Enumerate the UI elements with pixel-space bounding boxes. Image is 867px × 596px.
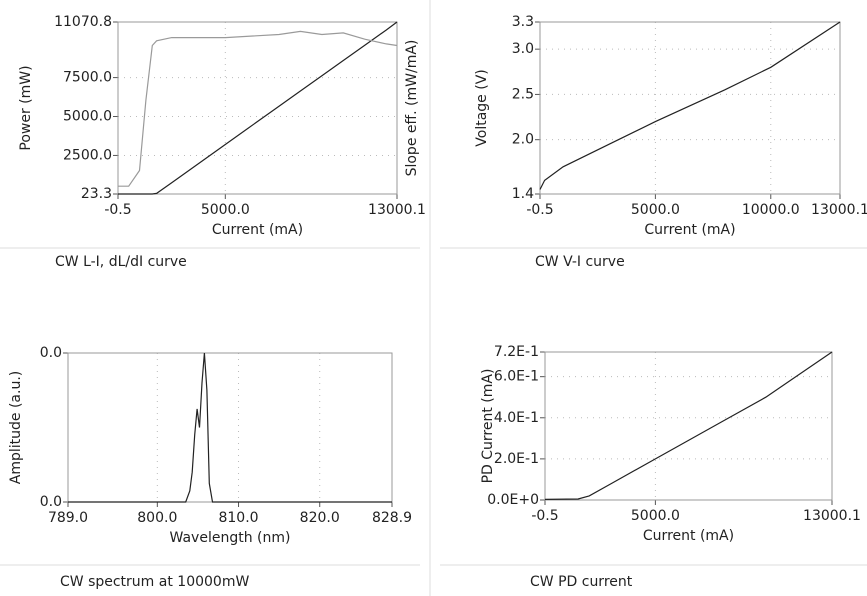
y2-axis-label: Slope eff. (mW/mA) — [404, 40, 420, 177]
plot-frame — [117, 21, 398, 195]
y-tick-label: 2500.0 — [63, 147, 112, 163]
x-tick-label: 13000.1 — [803, 508, 861, 524]
y-axis-label: Power (mW) — [18, 65, 34, 150]
x-tick-label: -0.5 — [104, 202, 131, 218]
x-tick-label: 5000.0 — [631, 202, 680, 218]
chart-caption: CW spectrum at 10000mW — [60, 574, 249, 590]
y-tick-label: 1.4 — [512, 186, 534, 202]
x-tick-label: 820.0 — [300, 510, 340, 526]
y-tick-label: 6.0E-1 — [494, 369, 539, 385]
y-tick-label: 7.2E-1 — [494, 344, 539, 360]
data-line — [544, 351, 833, 500]
y-tick-label: 3.3 — [512, 14, 534, 30]
x-axis-label: Current (mA) — [212, 222, 303, 238]
data-line — [118, 21, 398, 195]
chart-caption: CW V-I curve — [535, 254, 625, 270]
plot-frame — [544, 351, 833, 501]
x-tick-label: 828.9 — [372, 510, 412, 526]
x-tick-label: 810.0 — [218, 510, 258, 526]
y-tick-label: 3.0 — [512, 41, 534, 57]
y-tick-label: 0.0E+0 — [487, 492, 539, 508]
y-axis-label: Amplitude (a.u.) — [8, 371, 24, 484]
y-tick-label: 11070.8 — [54, 14, 112, 30]
x-tick-label: 13000.1 — [811, 202, 867, 218]
chart-caption: CW L-I, dL/dI curve — [55, 254, 187, 270]
y-tick-label: 23.3 — [81, 186, 112, 202]
x-tick-label: 5000.0 — [631, 508, 680, 524]
x-tick-label: 800.0 — [137, 510, 177, 526]
x-tick-label: 789.0 — [48, 510, 88, 526]
y-tick-label: 5000.0 — [63, 109, 112, 125]
x-tick-label: -0.5 — [531, 508, 558, 524]
y-tick-label: 7500.0 — [63, 70, 112, 86]
x-tick-label: 5000.0 — [201, 202, 250, 218]
data-line — [539, 21, 841, 190]
y-tick-label: 4.0E-1 — [494, 410, 539, 426]
data-line — [68, 352, 392, 503]
x-tick-label: -0.5 — [526, 202, 553, 218]
x-tick-label: 10000.0 — [742, 202, 800, 218]
x-axis-label: Current (mA) — [643, 528, 734, 544]
chart-caption: CW PD current — [530, 574, 633, 590]
y-tick-label: 2.0 — [512, 132, 534, 148]
y-tick-label: 2.5 — [512, 86, 534, 102]
x-tick-label: 13000.1 — [368, 202, 426, 218]
y-tick-label: 0.0 — [40, 494, 62, 510]
x-axis-label: Wavelength (nm) — [170, 530, 291, 546]
plot-frame — [539, 21, 841, 195]
y-axis-label: PD Current (mA) — [480, 369, 496, 484]
y-axis-label: Voltage (V) — [474, 69, 490, 146]
x-axis-label: Current (mA) — [644, 222, 735, 238]
y-tick-label: 2.0E-1 — [494, 451, 539, 467]
y-tick-label: 0.0 — [40, 345, 62, 361]
data-line — [118, 30, 398, 187]
